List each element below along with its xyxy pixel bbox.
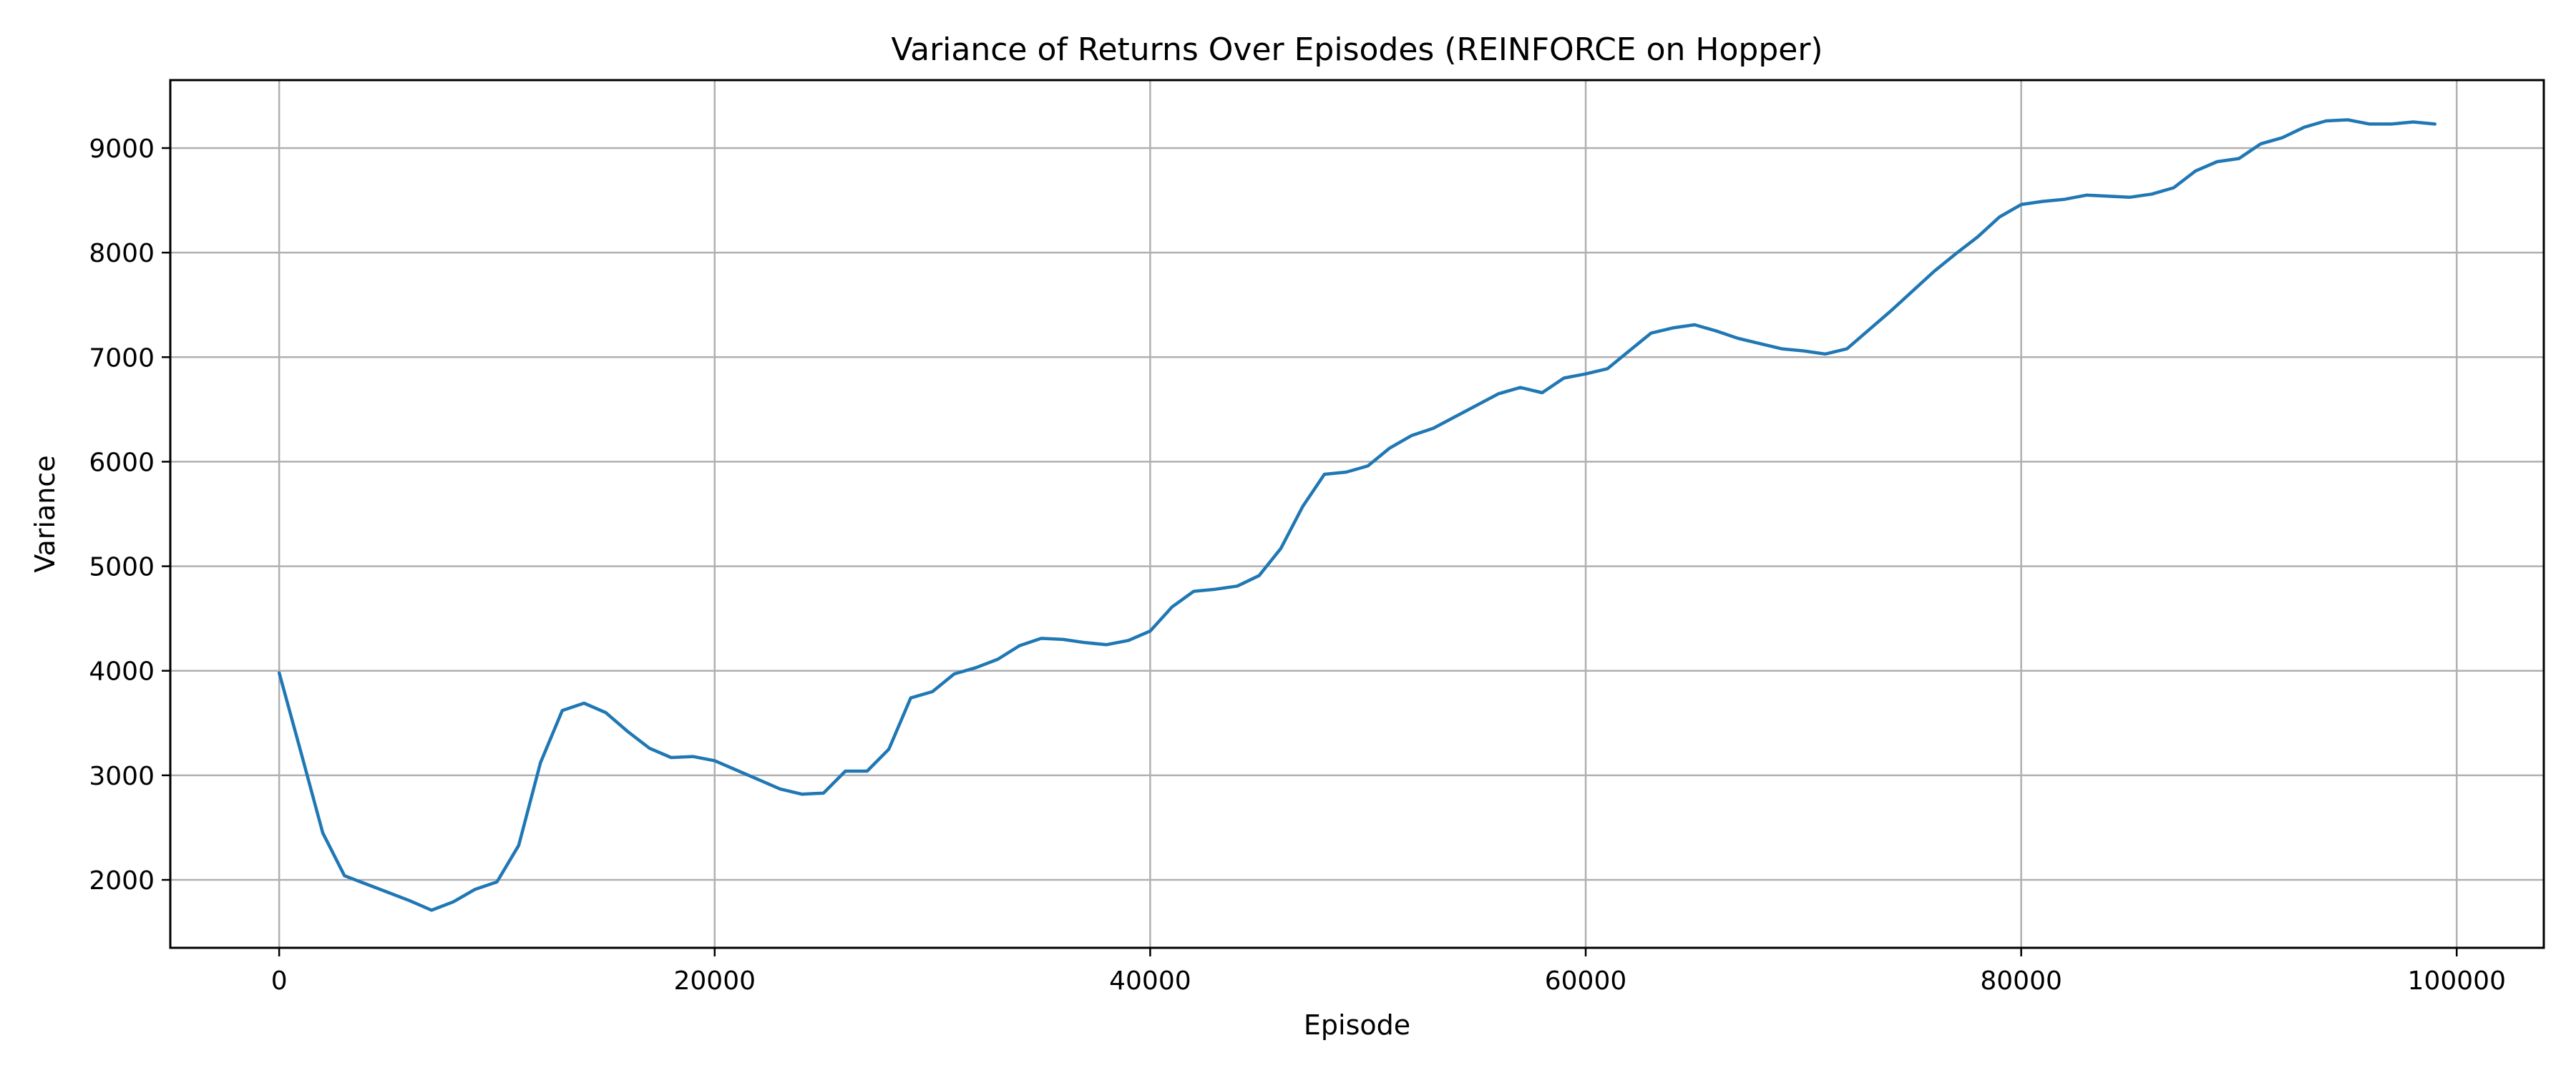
x-tick-label: 80000 (1980, 966, 2062, 996)
x-tick-label: 20000 (674, 966, 756, 996)
x-tick-label: 100000 (2408, 966, 2506, 996)
series-line (277, 118, 2437, 912)
y-tick-label: 8000 (89, 239, 155, 268)
y-tick-label: 4000 (89, 657, 155, 687)
y-tick-label: 2000 (89, 866, 155, 896)
y-tick-label: 7000 (89, 343, 155, 373)
series-layer (277, 118, 2437, 912)
y-axis-label: Variance (29, 455, 61, 572)
y-tick-label: 6000 (89, 448, 155, 477)
x-tick-label: 60000 (1545, 966, 1627, 996)
ticks: 0 20000 40000 60000 80000 100000 2000 3000 4000 5… (89, 134, 2506, 996)
y-tick-label: 5000 (89, 553, 155, 582)
x-axis-label: Episode (1304, 1009, 1410, 1041)
grid (170, 80, 2544, 948)
chart-title: Variance of Returns Over Episodes (REINF… (891, 31, 1823, 68)
x-tick-label: 0 (271, 966, 288, 996)
plot-frame (169, 79, 2545, 949)
y-tick-label: 3000 (89, 762, 155, 791)
y-tick-label: 9000 (89, 134, 155, 164)
x-tick-label: 40000 (1109, 966, 1191, 996)
